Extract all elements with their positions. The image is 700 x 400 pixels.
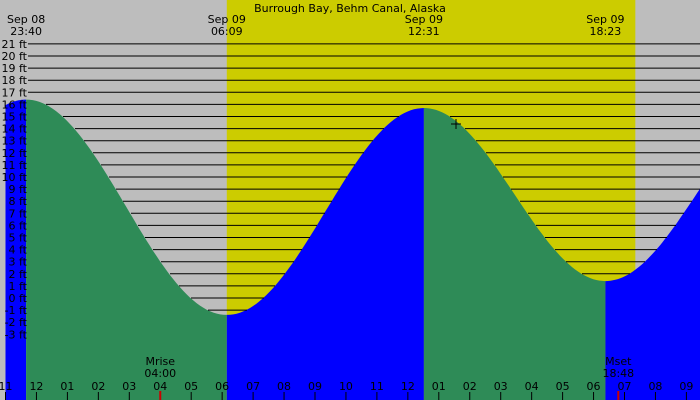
x-tick-label: 12 (401, 380, 415, 393)
tide-area-layer (5, 99, 700, 400)
extreme-date-label: Sep 09 (405, 13, 443, 26)
rising-tide-area (226, 108, 424, 400)
height-gridlines (28, 43, 700, 311)
y-tick-label: 8 ft (9, 195, 28, 208)
y-tick-label: 13 ft (2, 135, 28, 148)
y-tick-label: 7 ft (9, 207, 28, 220)
y-tick-label: 6 ft (9, 219, 28, 232)
y-tick-label: 11 ft (2, 159, 28, 172)
x-tick-label: 06 (215, 380, 229, 393)
y-tick-label: -3 ft (5, 328, 28, 341)
extreme-time-label: 23:40 (10, 25, 42, 38)
x-tick-label: 06 (587, 380, 601, 393)
extreme-time-label: 18:23 (590, 25, 622, 38)
rising-tide-area (5, 99, 27, 400)
x-tick-label: 07 (246, 380, 260, 393)
y-tick-label: 18 ft (2, 74, 28, 87)
y-tick-label: 4 ft (9, 244, 28, 257)
crosshair-marker (451, 119, 461, 129)
y-tick-label: 14 ft (2, 123, 28, 136)
x-tick-label: 11 (370, 380, 384, 393)
moon-event-label: Mset (605, 355, 632, 368)
x-tick-label: 01 (60, 380, 74, 393)
x-tick-label: 05 (556, 380, 570, 393)
x-tick-label: 04 (525, 380, 539, 393)
extreme-date-label: Sep 09 (208, 13, 246, 26)
extreme-date-label: Sep 09 (586, 13, 624, 26)
moon-event-label: Mrise (145, 355, 175, 368)
x-tick-label: 09 (679, 380, 693, 393)
y-tick-label: 10 ft (2, 171, 28, 184)
y-tick-label: 2 ft (9, 268, 28, 281)
x-axis-ticks: 11 12 01 02 03 04 05 06 07 08 09 10 11 12 01 02 03 04 05 06… (0, 380, 693, 400)
y-tick-label: 16 ft (2, 98, 28, 111)
y-tick-label: 15 ft (2, 111, 28, 124)
y-tick-label: 17 ft (2, 86, 28, 99)
x-tick-label: 02 (463, 380, 477, 393)
x-tick-label: 08 (277, 380, 291, 393)
rising-tide-area (605, 188, 700, 400)
falling-tide-area (26, 99, 227, 400)
x-tick-label: 10 (339, 380, 353, 393)
extreme-time-label: 12:31 (408, 25, 440, 38)
x-tick-label: 05 (184, 380, 198, 393)
chart-title: Burrough Bay, Behm Canal, Alaska (254, 2, 446, 15)
x-tick-label: 03 (494, 380, 508, 393)
moon-event-time: 04:00 (144, 367, 176, 380)
y-tick-label: 5 ft (9, 232, 28, 245)
y-tick-label: 21 ft (2, 38, 28, 51)
falling-tide-area (423, 108, 606, 400)
extreme-date-label: Sep 08 (7, 13, 45, 26)
x-tick-label: 07 (618, 380, 632, 393)
y-tick-label: -1 ft (5, 304, 28, 317)
y-tick-label: 9 ft (9, 183, 28, 196)
x-tick-label: 03 (122, 380, 136, 393)
x-tick-label: 12 (29, 380, 43, 393)
moon-event-time: 18:48 (602, 367, 634, 380)
x-tick-label: 09 (308, 380, 322, 393)
x-tick-label: 01 (432, 380, 446, 393)
y-tick-label: 3 ft (9, 256, 28, 269)
y-tick-label: 0 ft (9, 292, 28, 305)
x-tick-label: 08 (648, 380, 662, 393)
x-tick-label: 11 (0, 380, 13, 393)
y-tick-label: -2 ft (5, 316, 28, 329)
x-tick-label: 02 (91, 380, 105, 393)
y-tick-label: 12 ft (2, 147, 28, 160)
x-tick-label: 04 (153, 380, 167, 393)
y-tick-label: 1 ft (9, 280, 28, 293)
extreme-time-label: 06:09 (211, 25, 243, 38)
y-tick-label: 19 ft (2, 62, 28, 75)
y-tick-label: 20 ft (2, 50, 28, 63)
